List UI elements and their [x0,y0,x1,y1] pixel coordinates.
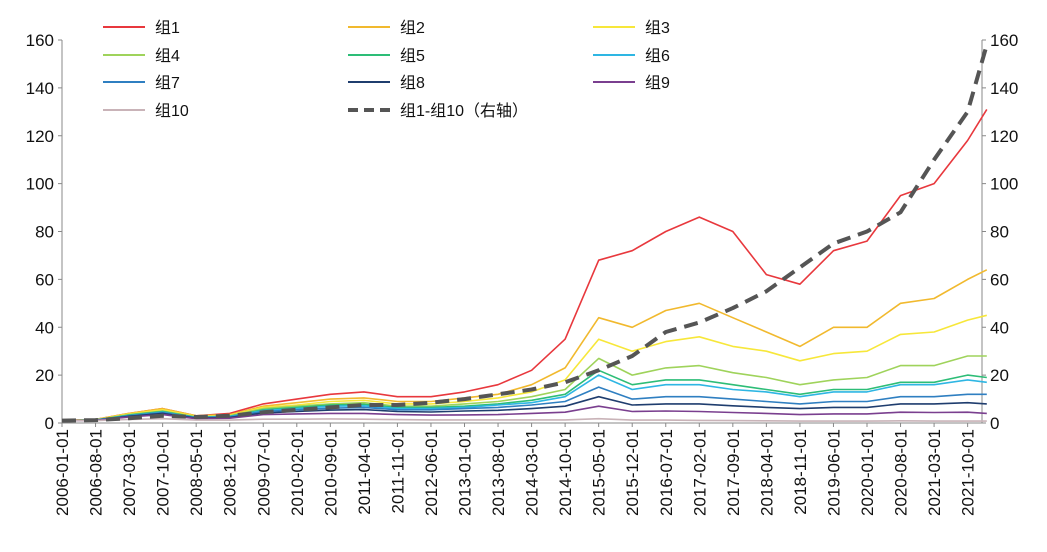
right-axis-tick-label: 140 [990,79,1018,98]
left-axis-tick-label: 120 [26,127,54,146]
right-axis-tick-label: 80 [990,223,1009,242]
x-axis-tick-label: 2008-05-01 [187,429,206,516]
x-axis-tick-label: 2007-03-01 [120,429,139,516]
left-axis-tick-label: 0 [45,414,54,433]
series-layer [61,44,989,423]
right-axis-tick-label: 20 [990,366,1009,385]
x-axis-tick-label: 2007-10-01 [154,429,173,516]
legend-label-6: 组6 [645,47,670,65]
series-line-11 [61,44,989,423]
x-axis-tick-label: 2009-07-01 [254,429,273,516]
x-axis-tick-label: 2013-01-01 [456,429,475,516]
x-axis-tick-label: 2014-10-01 [556,429,575,516]
right-axis-tick-label: 40 [990,318,1009,337]
x-axis-tick-label: 2013-08-01 [489,429,508,516]
x-axis-tick-label: 2020-08-01 [892,429,911,516]
x-axis-tick-label: 2017-09-01 [724,429,743,516]
legend-label-4: 组4 [155,47,180,65]
left-axis-tick-label: 20 [35,366,54,385]
x-axis-tick-label: 2018-04-01 [757,429,776,516]
legend-label-8: 组8 [400,74,425,92]
legend-label-3: 组3 [645,19,670,37]
x-axis-tick-label: 2021-10-01 [959,429,978,516]
right-axis-tick-label: 0 [990,414,999,433]
x-axis-tick-label: 2018-11-01 [791,429,810,515]
x-axis-tick-label: 2011-11-01 [388,429,407,513]
left-axis-tick-label: 100 [26,175,54,194]
left-axis-tick-label: 80 [35,223,54,242]
legend: 组1 组2 组3 组4 组5 组6 组7 组8 组9 组10 组1-组10（右轴） [103,19,670,120]
series-line-1 [61,108,988,422]
x-axis-tick-label: 2020-01-01 [858,429,877,516]
right-axis-tick-label: 120 [990,127,1018,146]
legend-label-9: 组9 [645,74,670,92]
series-line-4 [61,355,987,422]
x-axis-tick-label: 2015-12-01 [623,429,642,516]
right-axis-tick-label: 160 [990,31,1018,50]
left-axis-tick-label: 40 [35,318,54,337]
x-axis-tick-label: 2012-06-01 [422,429,441,516]
right-axis-tick-label: 100 [990,175,1018,194]
legend-label-11: 组1-组10（右轴） [400,102,528,120]
series-line-9 [61,405,987,422]
x-axis-tick-label: 2011-04-01 [355,429,374,515]
left-axis-tick-label: 140 [26,79,54,98]
legend-label-5: 组5 [400,47,425,65]
axes-group: 0 20 40 60 80 100 120 140 160 0 20 40 60 80 100 120 140 1… [26,31,1019,516]
x-axis-tick-label: 2010-09-01 [321,429,340,516]
legend-label-10: 组10 [155,102,189,120]
legend-label-1: 组1 [155,19,180,37]
left-axis-tick-label: 60 [35,270,54,289]
x-axis-tick-label: 2008-12-01 [221,429,240,516]
x-axis-tick-label: 2006-08-01 [87,429,106,516]
x-axis-tick-label: 2015-05-01 [590,429,609,516]
legend-label-2: 组2 [400,19,425,37]
x-axis-tick-label: 2016-07-01 [657,429,676,516]
x-axis-tick-label: 2010-02-01 [288,429,307,516]
x-axis-tick-label: 2019-06-01 [824,429,843,516]
x-axis-tick-label: 2017-02-01 [690,429,709,516]
legend-label-7: 组7 [155,74,180,92]
x-axis-tick-label: 2021-03-01 [925,429,944,516]
right-axis-tick-label: 60 [990,270,1009,289]
left-axis-tick-label: 160 [26,31,54,50]
series-line-10 [62,417,987,422]
x-axis-tick-label: 2014-03-01 [523,429,542,516]
x-axis-tick-label: 2006-01-01 [53,429,72,516]
